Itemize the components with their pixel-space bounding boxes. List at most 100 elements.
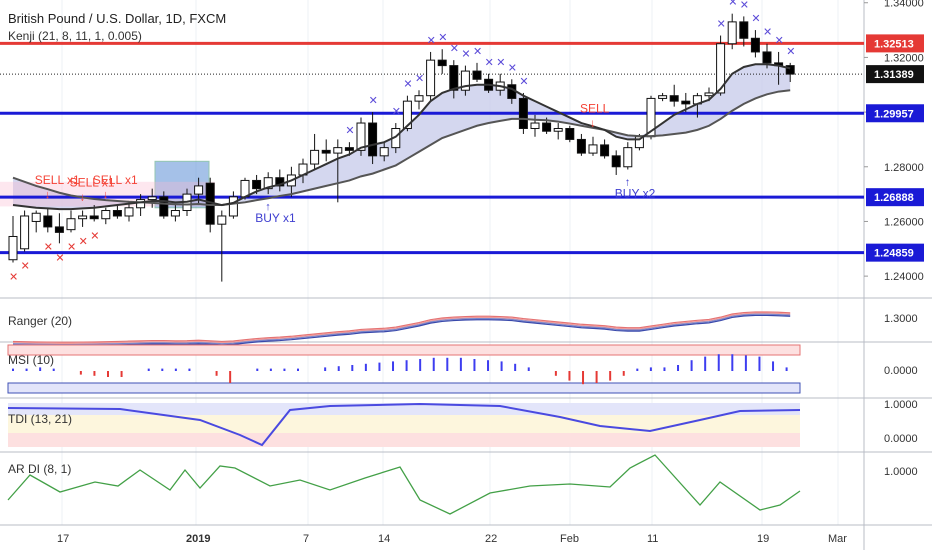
candle-body: [460, 70, 470, 91]
candle-body: [310, 149, 320, 165]
candle-body: [669, 95, 679, 102]
candle-body: [542, 122, 552, 132]
cross-marker: ✕: [461, 49, 470, 61]
candle-body: [565, 127, 575, 140]
candle-body: [89, 215, 99, 220]
level-tag: [866, 243, 924, 262]
ranger-line: [12, 311, 791, 343]
time-axis-label: 7: [303, 533, 309, 545]
candle-body: [368, 122, 378, 157]
buy-arrow: ↑: [625, 177, 631, 189]
tdi-mid-zone: [8, 415, 800, 433]
sell-arrow: ↓: [45, 189, 51, 201]
candle-body: [576, 138, 586, 154]
cross-marker: ✕: [55, 252, 64, 264]
sell-arrow: ↓: [80, 192, 86, 204]
tdi-upper-zone: [8, 403, 800, 415]
cross-marker: ✕: [728, 0, 737, 9]
ranger-line: [12, 314, 791, 347]
cross-marker: ✕: [67, 241, 76, 253]
candle-body: [275, 177, 285, 187]
candle-body: [553, 127, 563, 132]
cross-marker: ✕: [392, 106, 401, 118]
candle-body: [414, 95, 424, 102]
cross-marker: ✕: [403, 79, 412, 91]
candle-body: [66, 218, 76, 231]
cross-marker: ✕: [763, 27, 772, 39]
cross-marker: ✕: [496, 57, 505, 69]
candle-body: [240, 179, 250, 198]
tdi-lower-zone: [8, 433, 800, 447]
price-tick-label: 1.32000: [884, 52, 924, 64]
candle-body: [739, 21, 749, 39]
price-tick-label: 1.34000: [884, 0, 924, 10]
candle-body: [78, 215, 88, 220]
candle-body: [194, 185, 204, 195]
tdi-tick-label: 1.0000: [884, 399, 918, 411]
candle-body: [101, 210, 111, 220]
candle-body: [762, 51, 772, 64]
time-axis-label: 17: [57, 533, 69, 545]
cross-marker: ✕: [473, 46, 482, 58]
candle-body: [263, 177, 273, 190]
cross-marker: ✕: [44, 241, 53, 253]
time-axis-label: 11: [647, 533, 658, 545]
sell-arrow: ↓: [103, 189, 109, 201]
candle-body: [8, 235, 18, 261]
buy-signal-label: BUY x1: [255, 211, 296, 225]
cross-marker: ✕: [740, 0, 749, 11]
level-tag-label: 1.24859: [874, 248, 914, 260]
candle-body: [658, 95, 668, 99]
cross-marker: ✕: [9, 271, 18, 283]
cross-marker: ✕: [90, 230, 99, 242]
candle-body: [43, 215, 53, 228]
candle-body: [333, 147, 343, 154]
candle-body: [217, 215, 227, 225]
candle-body: [588, 144, 598, 154]
candle-body: [54, 226, 64, 233]
last-price-tag: [866, 65, 924, 84]
cross-marker: ✕: [786, 46, 795, 58]
ardi-tick-label: 1.0000: [884, 466, 918, 478]
cross-marker: ✕: [427, 35, 436, 47]
last-price-label: 1.31389: [874, 69, 914, 81]
ma-cloud: [13, 64, 791, 210]
ardi-line: [7, 454, 801, 515]
level-tag-label: 1.29957: [874, 108, 914, 120]
candle-body: [530, 122, 540, 129]
candle-body: [170, 210, 180, 217]
buy-signal-label: BUY x2: [615, 187, 656, 201]
ardi-label: AR DI (8, 1): [8, 462, 71, 476]
candle-body: [704, 92, 714, 97]
ma-fast-line: [12, 63, 791, 211]
level-tag-label: 1.32513: [874, 38, 914, 50]
time-axis-label: Feb: [560, 533, 579, 545]
cross-marker: ✕: [79, 236, 88, 248]
candle-body: [750, 37, 760, 53]
candle-body: [437, 59, 447, 67]
candle-body: [472, 70, 482, 80]
candle-body: [136, 199, 146, 209]
candle-body: [124, 207, 134, 217]
chart-title: British Pound / U.S. Dollar, 1D, FXCM: [8, 11, 227, 26]
ranger-line: [12, 312, 791, 345]
cross-marker: ✕: [485, 57, 494, 69]
candle-body: [20, 215, 30, 250]
sell-signal-label: SELL x1: [93, 173, 138, 187]
time-axis-label: 22: [485, 533, 497, 545]
price-tick-label: 1.24000: [884, 271, 924, 283]
sell-signal-label: SELL x1: [70, 176, 115, 190]
time-axis-label: Mar: [828, 533, 847, 545]
candle-body: [147, 196, 157, 201]
time-axis-label: 2019: [186, 533, 210, 545]
candle-body: [356, 122, 366, 151]
level-tag: [866, 34, 924, 53]
candle-body: [159, 196, 169, 217]
candle-body: [716, 43, 726, 94]
candle-body: [681, 100, 691, 105]
price-tick-label: 1.26000: [884, 216, 924, 228]
price-tick-label: 1.28000: [884, 162, 924, 174]
candle-body: [252, 179, 262, 190]
candle-body: [426, 59, 436, 97]
